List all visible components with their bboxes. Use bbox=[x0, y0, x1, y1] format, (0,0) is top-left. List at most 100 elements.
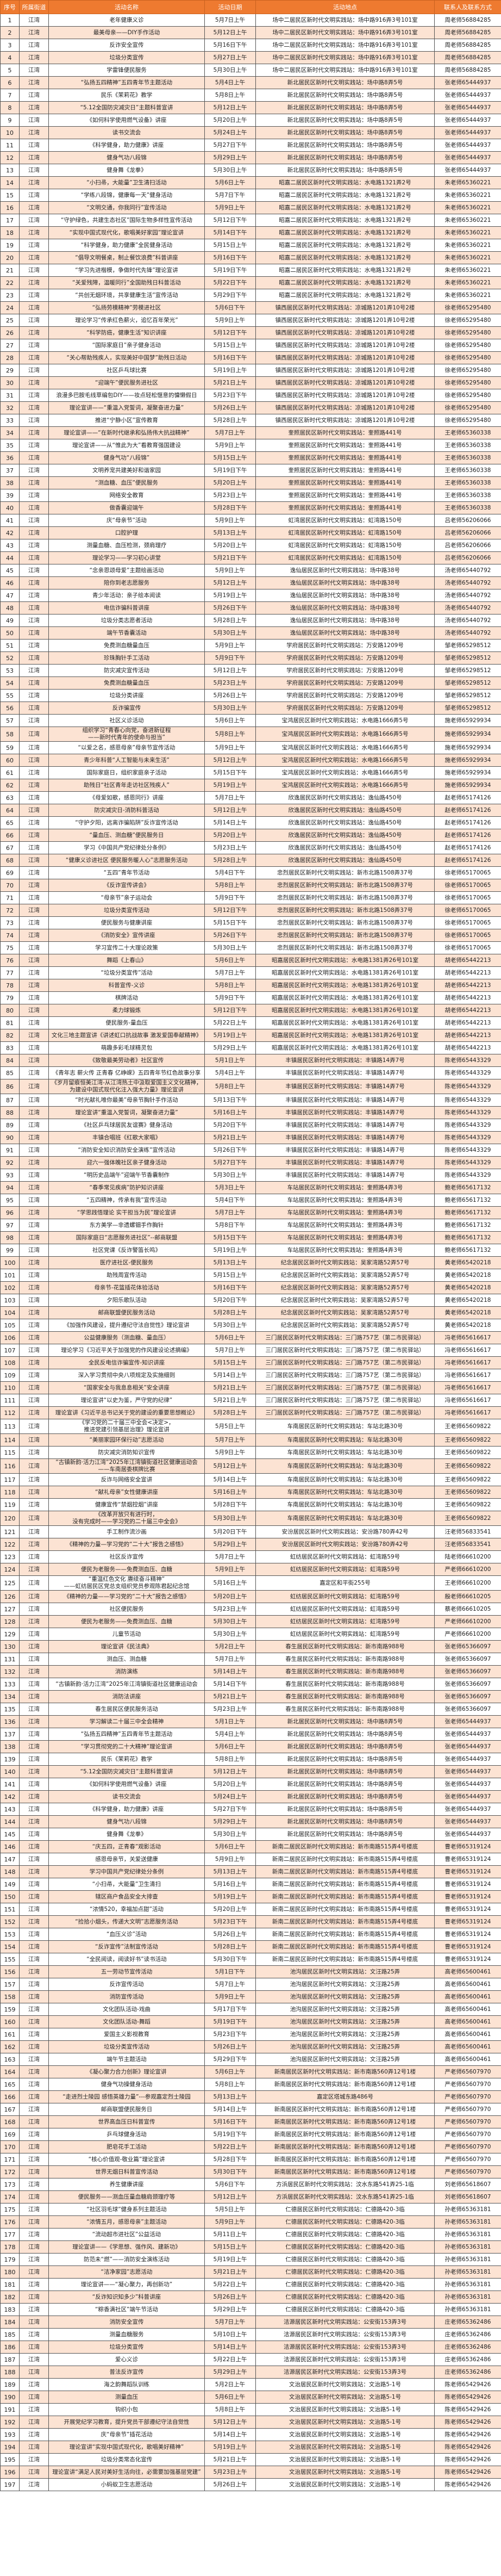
activity-name-cell: 反诈宣传活动 bbox=[48, 1978, 205, 1991]
street-cell: 江湾 bbox=[19, 1853, 49, 1866]
activity-location-cell: 车南居民区新时代文明实践站：车站北路30号 bbox=[255, 1446, 435, 1459]
contact-cell: 孙老师65363181 bbox=[434, 2278, 501, 2291]
seq-cell: 35 bbox=[0, 439, 20, 452]
street-cell: 江湾 bbox=[19, 1790, 49, 1803]
contact-cell: 庄老师65362486 bbox=[434, 2366, 501, 2379]
contact-cell: 徐老师65170065 bbox=[434, 929, 501, 942]
activity-date-cell: 5月26日上午 bbox=[204, 401, 256, 414]
activity-name-cell: 《致敬最美劳动者》社区宣传 bbox=[48, 1054, 205, 1067]
activity-name-cell: 萌趣多彩毛球精灵包 bbox=[48, 1041, 205, 1054]
street-cell: 江湾 bbox=[19, 1294, 49, 1307]
street-cell: 江湾 bbox=[19, 1940, 49, 1953]
seq-cell: 124 bbox=[0, 1563, 20, 1576]
activity-location-cell: 车站居民区新时代文明实践站：奎照路4弄3号 bbox=[255, 1219, 435, 1232]
activity-date-cell: 5月6日上午 bbox=[204, 2391, 256, 2404]
contact-cell: 严老师65607970 bbox=[434, 2115, 501, 2128]
activity-date-cell: 5月9日上午 bbox=[204, 1563, 256, 1576]
activity-name-cell: 小蚂蚁卫生志愿活动 bbox=[48, 2478, 205, 2491]
table-row: 38 江湾 “测血糖、血压”便民服务 5月20日上午 奎照居民区新时代文明实践站：奎照路… bbox=[0, 476, 501, 489]
activity-date-cell: 5月26日上午 bbox=[204, 689, 256, 702]
activity-name-cell: 青少年活动：亲子绘本阅读 bbox=[48, 589, 205, 602]
activity-name-cell: 《青年志 薪火传 正青春 亿峥嵘》五四青年节红色故事分享 bbox=[48, 1066, 205, 1079]
activity-location-cell: 场中二居民区新时代文明实践站：场中路916弄3号101室 bbox=[255, 64, 435, 77]
activity-location-cell: 奎照居民区新时代文明实践站：奎照路441号 bbox=[255, 501, 435, 514]
contact-cell: 朱老师65360221 bbox=[434, 264, 501, 277]
activity-name-cell: 便民服务与健康讲座 bbox=[48, 916, 205, 929]
contact-cell: 孙老师65363181 bbox=[434, 2203, 501, 2216]
table-row: 58 江湾 组织学习“青春心向党，奋进新征程 ——新时代青年的使命与担当” 5月8日上… bbox=[0, 727, 501, 742]
street-cell: 江湾 bbox=[19, 439, 49, 452]
contact-cell: 吕老师56206066 bbox=[434, 551, 501, 564]
street-cell: 江湾 bbox=[19, 791, 49, 804]
activity-name-cell: “流动超市进社区”公益活动 bbox=[48, 2228, 205, 2241]
activity-location-cell: 忠烈居民区新时代文明实践站：新市北路1508弄37号 bbox=[255, 941, 435, 954]
activity-date-cell: 5月19日上午 bbox=[204, 2441, 256, 2454]
contact-cell: 鲍老师65617132 bbox=[434, 1219, 501, 1232]
activity-location-cell: 昭嘉居民区新时代文明实践站：水电路1381弄26号101室 bbox=[255, 991, 435, 1004]
activity-location-cell: 池沟居民区新时代文明实践站：文汪路25弄 bbox=[255, 2028, 435, 2041]
activity-name-cell: “血压义诊”活动 bbox=[48, 1928, 205, 1941]
activity-date-cell: 5月28日上午 bbox=[204, 614, 256, 627]
activity-date-cell: 5月2日上午 bbox=[204, 1640, 256, 1653]
activity-date-cell: 5月30日上午 bbox=[204, 64, 256, 77]
activity-name-cell: 免费测血糖量血压 bbox=[48, 639, 205, 652]
activity-name-cell: “量血压、测血糖”便民服务日 bbox=[48, 829, 205, 842]
street-cell: 江湾 bbox=[19, 1281, 49, 1294]
table-row: 71 江湾 “母亲节”亲子运动会 5月9日下午 忠烈居民区新时代文明实践站：新市北路15… bbox=[0, 891, 501, 904]
street-cell: 江湾 bbox=[19, 2453, 49, 2466]
activity-location-cell: 方浜居民区新时代文明实践站：汶水东路541弄25-1临 bbox=[255, 2178, 435, 2191]
activity-name-cell: 深入学习贯彻中央八项规定及实施细则 bbox=[48, 1369, 205, 1382]
activity-location-cell: 新南二居民区新时代文明实践站：新市南路515弄4号楼底 bbox=[255, 1928, 435, 1941]
seq-cell: 12 bbox=[0, 151, 20, 164]
activity-date-cell: 5月14日上午 bbox=[204, 1473, 256, 1486]
street-cell: 江湾 bbox=[19, 1890, 49, 1903]
activity-date-cell: 5月21日上午 bbox=[204, 2453, 256, 2466]
activity-date-cell: 5月28日下午 bbox=[204, 2153, 256, 2166]
activity-date-cell: 5月15日上午 bbox=[204, 339, 256, 352]
street-cell: 江湾 bbox=[19, 226, 49, 239]
activity-name-cell: 《学习党的二十届三中全会<决定>， 推进党建引领基层治理》理论宣讲 bbox=[48, 1419, 205, 1434]
seq-cell: 128 bbox=[0, 1615, 20, 1628]
seq-cell: 131 bbox=[0, 1653, 20, 1666]
seq-cell: 143 bbox=[0, 1803, 20, 1816]
street-cell: 江湾 bbox=[19, 1615, 49, 1628]
activity-name-cell: 邮商联盟便民服务活动 bbox=[48, 1306, 205, 1319]
activity-date-cell: 5月7日上午 bbox=[204, 14, 256, 27]
street-cell: 江湾 bbox=[19, 2403, 49, 2416]
seq-cell: 142 bbox=[0, 1790, 20, 1803]
seq-cell: 117 bbox=[0, 1473, 20, 1486]
activity-location-cell: 昭嘉二居民区新时代文明实践站：水电路1321弄2号 bbox=[255, 289, 435, 302]
activity-date-cell: 5月3日上午 bbox=[204, 1181, 256, 1194]
contact-cell: 陈老师65429426 bbox=[434, 2453, 501, 2466]
activity-date-cell: 5月13日下午 bbox=[204, 1094, 256, 1107]
seq-cell: 10 bbox=[0, 126, 20, 139]
table-row: 13 江湾 健身舞《龙拳》 5月30日上午 新北居民区新时代文明实践站：场中路8弄5号张… bbox=[0, 164, 501, 177]
activity-name-cell: “实现中国式现代化，歌唱美好家园”理论宣讲 bbox=[48, 226, 205, 239]
table-row: 8 江湾 “5.12全国防灾减灾日”主题科普宣讲 5月12日上午 新北居民区新时代文明实… bbox=[0, 101, 501, 114]
activity-name-cell: “共创无烟环境，共享健康生活”宣传活动 bbox=[48, 289, 205, 302]
activity-name-cell: “科学健身，助力健康”全民健身活动 bbox=[48, 239, 205, 252]
activity-name-cell: 社区便民服务 bbox=[48, 1603, 205, 1616]
seq-cell: 96 bbox=[0, 1206, 20, 1219]
activity-location-cell: 仁德居民区新时代文明实践站：仁德路420-3临 bbox=[255, 2253, 435, 2266]
activity-name-cell: “走进烈士陵园 感悟英雄力量”---参观嘉定烈士陵园 bbox=[48, 2090, 205, 2103]
table-row: 83 江湾 萌趣多彩毛球精灵包 5月29日上午 昭嘉居民区新时代文明实践站：水电路138… bbox=[0, 1041, 501, 1054]
contact-cell: 张老师65366097 bbox=[434, 1653, 501, 1666]
street-cell: 江湾 bbox=[19, 676, 49, 690]
seq-cell: 91 bbox=[0, 1144, 20, 1157]
contact-cell: 严老师66610200 bbox=[434, 1628, 501, 1641]
seq-cell: 148 bbox=[0, 1865, 20, 1878]
street-cell: 江湾 bbox=[19, 414, 49, 427]
seq-cell: 149 bbox=[0, 1878, 20, 1891]
street-cell: 江湾 bbox=[19, 829, 49, 842]
table-row: 140 江湾 “5.12全国防灾减灾日”主题科普宣讲 5月12日上午 新北居民区新时代文… bbox=[0, 1765, 501, 1778]
table-row: 112 江湾 理论宣讲《习近平总书记关于党的建设的重要思想概论》 5月28日上午 三门居… bbox=[0, 1406, 501, 1419]
activity-name-cell: 国际家庭日，组织家庭亲子活动 bbox=[48, 766, 205, 779]
activity-name-cell: “念亲恩颂母爱”主题绘画活动 bbox=[48, 564, 205, 577]
street-cell: 江湾 bbox=[19, 1306, 49, 1319]
activity-location-cell: 奎照居民区新时代文明实践站：奎照路441号 bbox=[255, 464, 435, 477]
activity-date-cell: 5月8日上午 bbox=[204, 1753, 256, 1766]
table-row: 4 江湾 垃圾分类宣传 5月27日上午 场中二居民区新时代文明实践站：场中路916弄3号… bbox=[0, 51, 501, 64]
seq-cell: 5 bbox=[0, 64, 20, 77]
activity-date-cell: 5月30日上午 bbox=[204, 626, 256, 640]
